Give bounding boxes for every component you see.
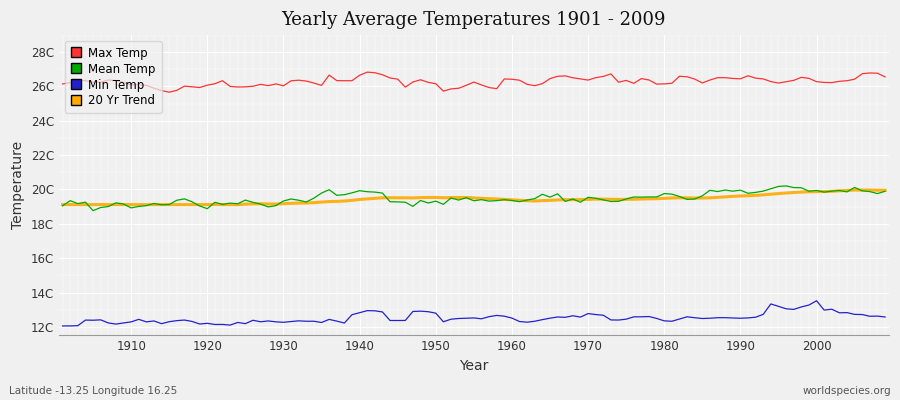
Text: Latitude -13.25 Longitude 16.25: Latitude -13.25 Longitude 16.25 xyxy=(9,386,177,396)
Title: Yearly Average Temperatures 1901 - 2009: Yearly Average Temperatures 1901 - 2009 xyxy=(282,11,666,29)
Y-axis label: Temperature: Temperature xyxy=(11,141,25,229)
Text: worldspecies.org: worldspecies.org xyxy=(803,386,891,396)
Legend: Max Temp, Mean Temp, Min Temp, 20 Yr Trend: Max Temp, Mean Temp, Min Temp, 20 Yr Tre… xyxy=(65,41,162,113)
X-axis label: Year: Year xyxy=(459,359,489,373)
